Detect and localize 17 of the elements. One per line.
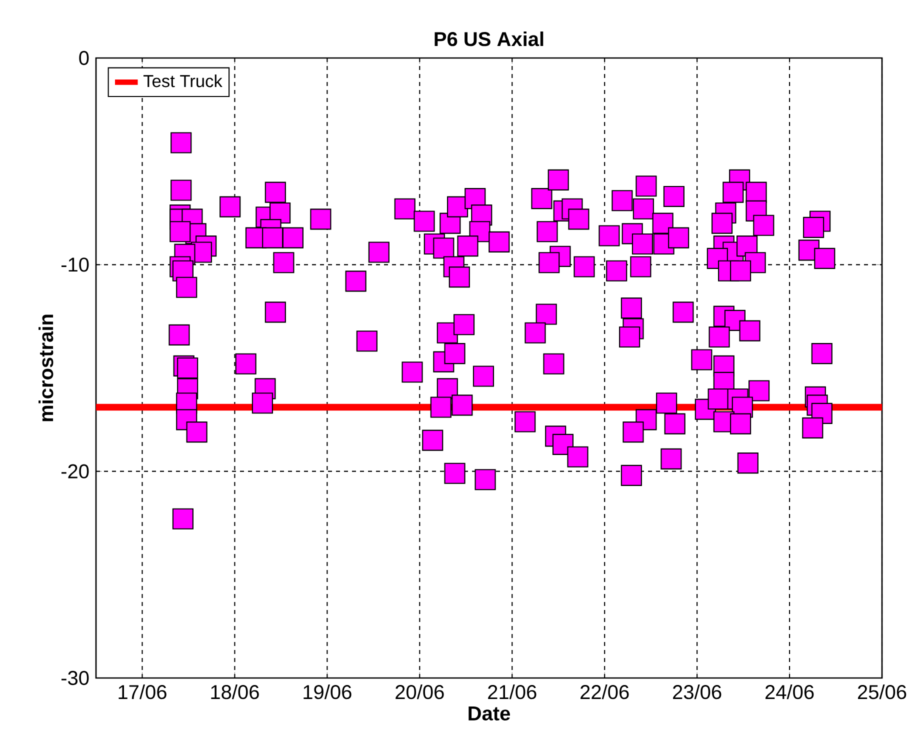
x-axis-title: Date [468,706,510,720]
y-axis-title: microstrain [38,314,54,422]
legend-label: Test Truck [143,74,222,88]
x-tick-label: 22/06 [580,684,629,700]
x-tick-label: 21/06 [488,684,536,700]
x-tick-label: 24/06 [766,684,814,700]
y-tick-label: -20 [61,464,89,478]
x-tick-label: 17/06 [118,684,166,700]
y-tick-label: -10 [61,258,89,272]
x-tick-label: 19/06 [304,684,352,700]
y-tick-label: -30 [61,670,89,686]
x-tick-label: 25/06 [858,684,906,700]
x-tick-label: 20/06 [396,684,444,700]
x-tick-label: 23/06 [673,684,722,700]
y-tick-label: 0 [79,50,89,66]
x-tick-label: 18/06 [211,684,259,700]
chart-title: P6 US Axial [434,31,544,46]
